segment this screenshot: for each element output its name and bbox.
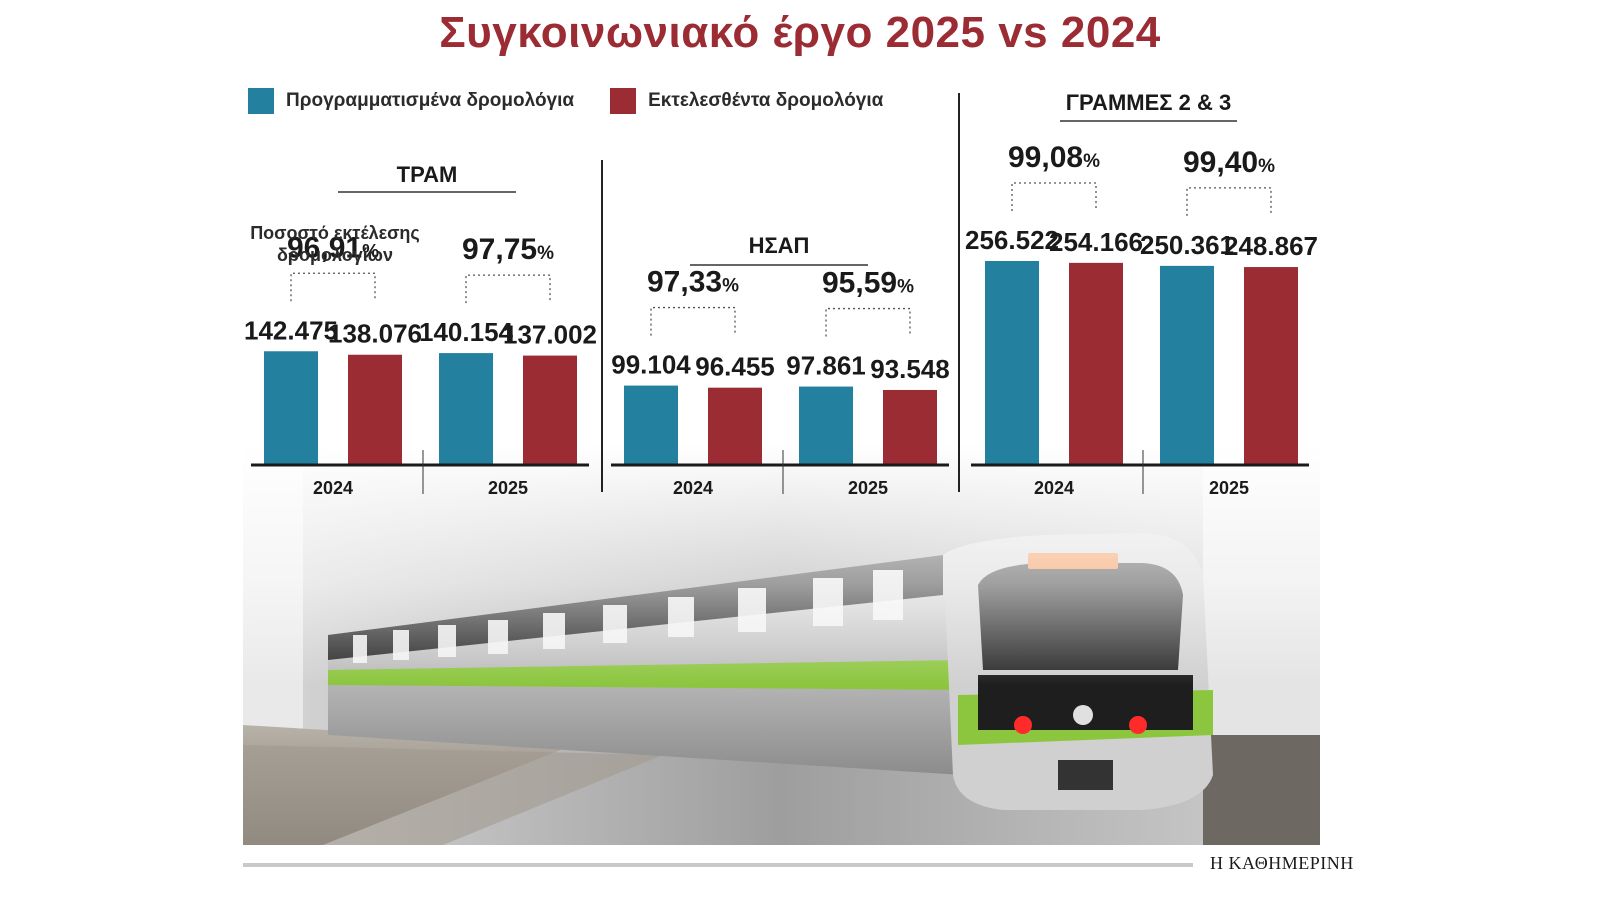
pct-label-tram-2024: 96,91%: [287, 231, 379, 264]
pct-label-isap-2025: 95,59%: [822, 267, 914, 300]
metro-train-photo: [243, 445, 1320, 845]
footer-brand: Η ΚΑΘΗΜΕΡΙΝΗ: [1210, 853, 1354, 873]
legend-swatch-scheduled: [248, 88, 274, 114]
panel-title-isap: ΗΣΑΠ: [749, 233, 810, 258]
legend-swatch-executed: [610, 88, 637, 114]
value-label-lines-2-3-2024-executed: 254.166: [1049, 227, 1143, 257]
year-label-lines-2-3-2025: 2025: [1209, 478, 1249, 498]
panel-divider-1: [601, 160, 603, 492]
pct-label-tram-2025: 97,75%: [462, 233, 554, 266]
pct-bracket-tram-2025: [465, 274, 551, 304]
bar-lines-2-3-2024-scheduled: [985, 261, 1039, 464]
value-label-tram-2024-executed: 138.076: [328, 319, 422, 349]
bar-isap-2024-scheduled: [624, 385, 678, 464]
bar-tram-2024-executed: [348, 354, 402, 464]
footer-rule: [243, 863, 1193, 867]
legend-label-scheduled: Προγραμματισμένα δρομολόγια: [286, 90, 575, 111]
panel-title-tram: ΤΡΑΜ: [397, 162, 458, 187]
pct-bracket-isap-2024: [650, 306, 736, 336]
value-label-tram-2025-executed: 137.002: [503, 320, 597, 350]
pct-value-isap-2025: 95,59: [822, 267, 897, 300]
metro-train-illustration: [243, 445, 1320, 845]
year-label-isap-2024: 2024: [673, 478, 713, 498]
pct-value-tram-2025: 97,75: [462, 233, 537, 266]
pct-bracket-lines-2-3-2024: [1011, 182, 1097, 211]
value-label-lines-2-3-2024-scheduled: 256.522: [965, 225, 1059, 255]
value-label-lines-2-3-2025-scheduled: 250.361: [1140, 230, 1234, 260]
value-label-isap-2025-executed: 93.548: [870, 354, 950, 384]
year-label-tram-2024: 2024: [313, 478, 353, 498]
pct-label-isap-2024: 97,33%: [647, 266, 739, 299]
value-label-lines-2-3-2025-executed: 248.867: [1224, 231, 1318, 261]
note-label-line2: δρομολογίων: [277, 245, 393, 265]
bar-isap-2025-scheduled: [799, 386, 853, 464]
pct-sign-lines-2-3-2024: %: [1083, 151, 1100, 172]
pct-value-tram-2024: 96,91: [287, 231, 362, 264]
panel-title-lines-2-3: ΓΡΑΜΜΕΣ 2 & 3: [1066, 90, 1231, 115]
bar-tram-2025-scheduled: [439, 353, 493, 464]
value-label-isap-2024-scheduled: 99.104: [611, 350, 691, 380]
pct-value-isap-2024: 97,33: [647, 266, 722, 299]
bar-lines-2-3-2025-scheduled: [1160, 265, 1214, 464]
legend-item-executed: Εκτελεσθέντα δρομολόγια: [610, 88, 883, 114]
pct-bracket-lines-2-3-2025: [1186, 187, 1272, 216]
pct-bracket-isap-2025: [825, 307, 911, 337]
note-label-line1: Ποσοστό εκτέλεσης: [250, 223, 420, 243]
value-label-tram-2025-scheduled: 140.154: [419, 317, 514, 347]
value-label-tram-2024-scheduled: 142.475: [244, 315, 338, 345]
pct-label-lines-2-3-2024: 99,08%: [1008, 141, 1100, 174]
pct-sign-tram-2025: %: [537, 243, 554, 264]
pct-sign-isap-2025: %: [897, 277, 914, 298]
value-label-isap-2025-scheduled: 97.861: [786, 351, 866, 381]
pct-sign-isap-2024: %: [722, 276, 739, 297]
legend-label-executed: Εκτελεσθέντα δρομολόγια: [648, 90, 884, 111]
bar-lines-2-3-2025-executed: [1244, 267, 1298, 464]
bar-lines-2-3-2024-executed: [1069, 262, 1123, 464]
pct-value-lines-2-3-2025: 99,40: [1183, 146, 1258, 179]
pct-value-lines-2-3-2024: 99,08: [1008, 141, 1083, 174]
pct-label-lines-2-3-2025: 99,40%: [1183, 146, 1275, 179]
legend-item-scheduled: Προγραμματισμένα δρομολόγια: [248, 88, 574, 114]
panel-divider-2: [958, 93, 960, 492]
year-label-isap-2025: 2025: [848, 478, 888, 498]
bar-isap-2024-executed: [708, 387, 762, 464]
value-label-isap-2024-executed: 96.455: [695, 352, 775, 382]
pct-sign-lines-2-3-2025: %: [1258, 156, 1275, 177]
year-label-lines-2-3-2024: 2024: [1034, 478, 1074, 498]
pct-sign-tram-2024: %: [362, 241, 379, 262]
page-title: Συγκοινωνιακό έργο 2025 vs 2024: [439, 8, 1161, 57]
pct-bracket-tram-2024: [290, 272, 376, 302]
bar-tram-2025-executed: [523, 355, 577, 464]
legend: Προγραμματισμένα δρομολόγια Εκτελεσθέντα…: [248, 88, 919, 114]
bar-tram-2024-scheduled: [264, 351, 318, 464]
bar-isap-2025-executed: [883, 389, 937, 464]
year-label-tram-2025: 2025: [488, 478, 528, 498]
